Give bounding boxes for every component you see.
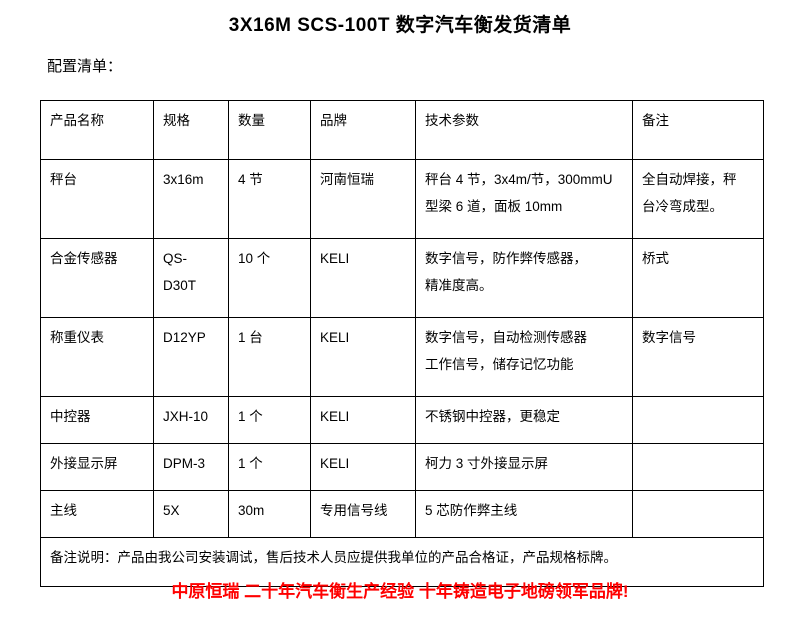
table-row: 秤台 3x16m 4 节 河南恒瑞 秤台 4 节，3x4m/节，300mmU 型… <box>40 159 764 239</box>
cell-spec: QS-D30T <box>153 238 229 318</box>
table-header-row: 产品名称 规格 数量 品牌 技术参数 备注 <box>40 100 764 160</box>
cell-brand: KELI <box>310 317 416 397</box>
table-row: 称重仪表 D12YP 1 台 KELI 数字信号，自动检测传感器 工作信号，储存… <box>40 317 764 397</box>
cell-note: 数字信号 <box>632 317 764 397</box>
tech-line: 柯力 3 寸外接显示屏 <box>425 456 549 471</box>
cell-product-name: 主线 <box>40 490 154 538</box>
cell-brand: KELI <box>310 238 416 318</box>
note-line: 数字信号 <box>642 330 696 345</box>
tech-line: 不锈钢中控器，更稳定 <box>425 409 560 424</box>
cell-product-name: 中控器 <box>40 396 154 444</box>
page-title: 3X16M SCS-100T 数字汽车衡发货清单 <box>228 15 572 36</box>
column-header-tech: 技术参数 <box>415 100 633 160</box>
cell-product-name: 合金传感器 <box>40 238 154 318</box>
table-row: 合金传感器 QS-D30T 10 个 KELI 数字信号，防作弊传感器， 精准度… <box>40 238 764 318</box>
cell-quantity: 1 个 <box>228 443 311 491</box>
cell-quantity: 4 节 <box>228 159 311 239</box>
cell-tech-params: 数字信号，自动检测传感器 工作信号，储存记忆功能 <box>415 317 633 397</box>
note-line: 全自动焊接，秤 <box>642 172 737 187</box>
cell-product-name: 称重仪表 <box>40 317 154 397</box>
cell-note <box>632 490 764 538</box>
column-header-qty: 数量 <box>228 100 311 160</box>
column-header-name: 产品名称 <box>40 100 154 160</box>
cell-spec: JXH-10 <box>153 396 229 444</box>
cell-quantity: 1 个 <box>228 396 311 444</box>
cell-spec: DPM-3 <box>153 443 229 491</box>
cell-quantity: 30m <box>228 490 311 538</box>
column-header-brand: 品牌 <box>310 100 416 160</box>
tech-line: 型梁 6 道，面板 10mm <box>425 199 563 214</box>
cell-product-name: 外接显示屏 <box>40 443 154 491</box>
cell-brand: KELI <box>310 396 416 444</box>
section-subtitle: 配置清单： <box>47 58 123 75</box>
cell-quantity: 1 台 <box>228 317 311 397</box>
tech-line: 秤台 4 节，3x4m/节，300mmU <box>425 172 613 187</box>
cell-brand: 河南恒瑞 <box>310 159 416 239</box>
column-header-spec: 规格 <box>153 100 229 160</box>
specification-table: 产品名称 规格 数量 品牌 技术参数 备注 秤台 3x16m 4 节 河南恒瑞 … <box>40 100 764 587</box>
cell-spec: D12YP <box>153 317 229 397</box>
cell-quantity: 10 个 <box>228 238 311 318</box>
column-header-note: 备注 <box>632 100 764 160</box>
cell-note <box>632 443 764 491</box>
tech-line: 精准度高。 <box>425 278 493 293</box>
tech-line: 5 芯防作弊主线 <box>425 503 518 518</box>
cell-spec: 3x16m <box>153 159 229 239</box>
footnote-text: 备注说明：产品由我公司安装调试，售后技术人员应提供我单位的产品合格证，产品规格标… <box>40 537 764 587</box>
tech-line: 工作信号，储存记忆功能 <box>425 357 574 372</box>
cell-spec: 5X <box>153 490 229 538</box>
cell-tech-params: 不锈钢中控器，更稳定 <box>415 396 633 444</box>
tech-line: 数字信号，自动检测传感器 <box>425 330 587 345</box>
cell-tech-params: 5 芯防作弊主线 <box>415 490 633 538</box>
cell-product-name: 秤台 <box>40 159 154 239</box>
cell-tech-params: 数字信号，防作弊传感器， 精准度高。 <box>415 238 633 318</box>
company-tagline: 中原恒瑞 二十年汽车衡生产经验 十年铸造电子地磅领军品牌! <box>171 582 629 601</box>
note-line: 台冷弯成型。 <box>642 199 723 214</box>
cell-note: 桥式 <box>632 238 764 318</box>
note-line: 桥式 <box>642 251 669 266</box>
cell-brand: 专用信号线 <box>310 490 416 538</box>
cell-tech-params: 柯力 3 寸外接显示屏 <box>415 443 633 491</box>
table-row: 主线 5X 30m 专用信号线 5 芯防作弊主线 <box>40 490 764 538</box>
cell-note <box>632 396 764 444</box>
table-row: 外接显示屏 DPM-3 1 个 KELI 柯力 3 寸外接显示屏 <box>40 443 764 491</box>
cell-tech-params: 秤台 4 节，3x4m/节，300mmU 型梁 6 道，面板 10mm <box>415 159 633 239</box>
table-footnote-row: 备注说明：产品由我公司安装调试，售后技术人员应提供我单位的产品合格证，产品规格标… <box>40 537 764 587</box>
cell-note: 全自动焊接，秤 台冷弯成型。 <box>632 159 764 239</box>
table-row: 中控器 JXH-10 1 个 KELI 不锈钢中控器，更稳定 <box>40 396 764 444</box>
cell-brand: KELI <box>310 443 416 491</box>
tech-line: 数字信号，防作弊传感器， <box>425 251 587 266</box>
